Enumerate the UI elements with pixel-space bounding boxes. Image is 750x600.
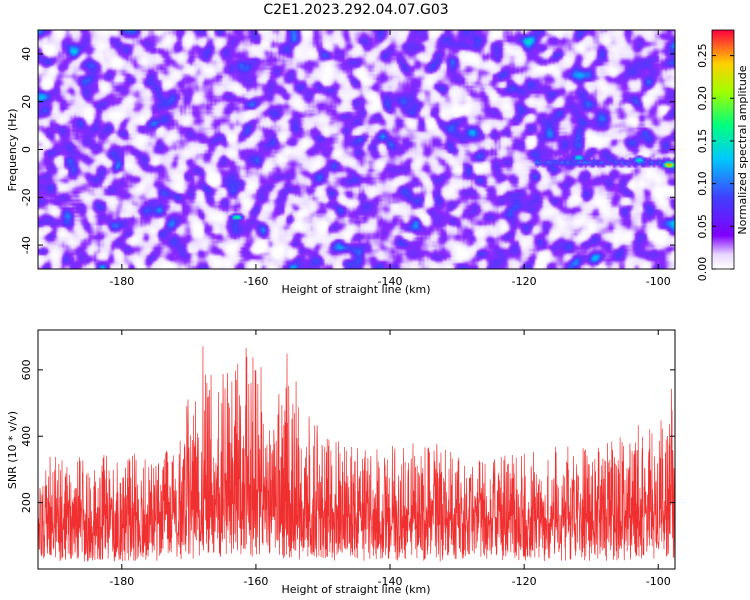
snr-frame (37, 329, 676, 570)
y-tick-label: 20 (20, 95, 33, 109)
colorbar-tick-label: 0.20 (696, 86, 709, 111)
snr-x-axis-label: Height of straight line (km) (281, 583, 430, 596)
colorbar-label: Normalized spectral amplitude (736, 65, 749, 234)
y-tick-label: 40 (20, 47, 33, 61)
colorbar-tick-label: 0.25 (696, 43, 709, 68)
heatmap-y-ticks: -40 -20 0 20 40 (20, 47, 675, 254)
x-tick-label: -180 (109, 575, 134, 588)
colorbar-tick-label: 0.00 (696, 257, 709, 282)
y-tick-label: -20 (20, 188, 33, 206)
heatmap-x-axis-label: Height of straight line (km) (281, 283, 430, 296)
y-tick-label: 600 (20, 359, 33, 380)
snr-panel: -180 -160 -140 -120 -100 200 400 600 Height of… (6, 329, 676, 596)
y-tick-label: 400 (20, 426, 33, 447)
heatmap-image (38, 30, 675, 269)
snr-x-ticks: -180 -160 -140 -120 -100 (109, 330, 671, 588)
x-tick-label: -160 (243, 575, 268, 588)
colorbar-ticks: 0.00 0.05 0.10 0.15 0.20 0.25 (696, 43, 734, 281)
x-tick-label: -120 (512, 275, 537, 288)
y-tick-label: 0 (20, 146, 33, 153)
y-tick-label: 200 (20, 492, 33, 513)
y-tick-label: -40 (20, 236, 33, 254)
figure-title: C2E1.2023.292.04.07.G03 (263, 2, 448, 18)
x-tick-label: -120 (512, 575, 537, 588)
colorbar-tick-label: 0.15 (696, 129, 709, 154)
heatmap-panel: -180 -160 -140 -120 -100 -40 -20 0 20 40 Height … (6, 29, 676, 296)
colorbar-tick-label: 0.05 (696, 214, 709, 239)
x-tick-label: -100 (646, 275, 671, 288)
snr-y-ticks: 200 400 600 (20, 359, 675, 513)
x-tick-label: -140 (378, 575, 403, 588)
x-tick-label: -140 (378, 275, 403, 288)
x-tick-label: -160 (243, 275, 268, 288)
snr-series-line (38, 346, 675, 562)
x-tick-label: -180 (109, 275, 134, 288)
colorbar: 0.00 0.05 0.10 0.15 0.20 0.25 Normalized spec… (696, 29, 749, 281)
heatmap-y-axis-label: Frequency (Hz) (6, 109, 19, 192)
snr-y-axis-label: SNR (10 * v/v) (6, 411, 19, 489)
heatmap-x-ticks: -180 -160 -140 -120 -100 (109, 30, 671, 288)
colorbar-ramp (711, 29, 735, 270)
x-tick-label: -100 (646, 575, 671, 588)
colorbar-tick-label: 0.10 (696, 171, 709, 196)
